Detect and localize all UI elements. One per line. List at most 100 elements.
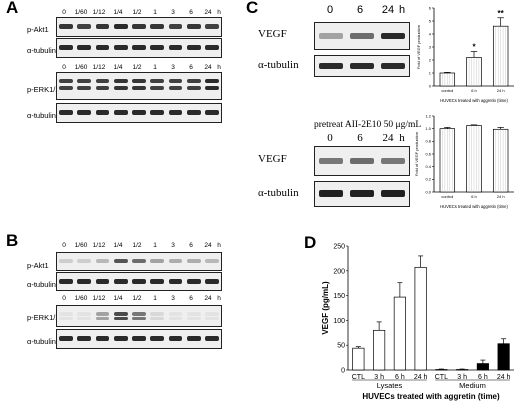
panel-c-bottom-chart: 0.0 0.2 0.4 0.6 0.8 1.0 1.2 Fold of VEGF produc… (414, 113, 514, 209)
blot-band (318, 190, 343, 197)
blot-band (77, 317, 92, 320)
panel-c-row-label-tubulin-top: α-tubulin (258, 59, 299, 71)
blot-band (381, 190, 406, 197)
lane-label: 24 (382, 132, 394, 144)
blot-band (186, 279, 201, 284)
blot-band (186, 45, 201, 50)
lane-label: 1/12 (92, 64, 106, 71)
blot-band (113, 79, 128, 83)
blot-band (132, 24, 146, 29)
lane-label: 24 (204, 64, 212, 71)
blot-band (204, 317, 219, 320)
blot-band (204, 86, 219, 90)
bar (456, 369, 469, 371)
blot-band (204, 312, 219, 316)
bar (352, 347, 365, 371)
panel-b-row-label-pakt1: p-Akt1 (27, 261, 49, 270)
blot-band (95, 24, 110, 29)
blot-band (350, 33, 374, 39)
bar (435, 369, 448, 371)
y-tick-label: 1 (429, 70, 432, 75)
blot-band (77, 86, 92, 90)
blot-band (59, 279, 74, 284)
blot-band (59, 45, 74, 50)
lane-label: h (217, 64, 221, 71)
blot-band (59, 110, 74, 115)
blot-band (95, 259, 110, 263)
lane-label: 1/60 (74, 9, 88, 16)
blot-band (168, 336, 183, 341)
lane-label: 24 (381, 4, 395, 16)
panel-a-row-label-perk: p-ERK1/2 (27, 85, 60, 94)
lane-label: 1/60 (74, 242, 88, 249)
panel-a-blot-tubulin-1 (56, 38, 222, 58)
lane-label: 1/4 (113, 9, 123, 16)
panel-b-row-label-perk: p-ERK1/2 (27, 313, 60, 322)
lane-label: 24 (204, 242, 212, 249)
y-axis-label: Fold of VEGF production (414, 132, 419, 176)
lane-label: h (217, 242, 221, 249)
lane-label: h (217, 295, 221, 302)
lane-label: 1/60 (74, 64, 88, 71)
blot-band (95, 312, 110, 316)
panel-d-letter: D (304, 233, 317, 252)
y-tick-label: 250 (333, 243, 345, 250)
blot-band (168, 312, 183, 316)
x-tick-label: control (441, 88, 453, 93)
blot-band (113, 279, 128, 284)
lane-label: 0 (62, 64, 66, 71)
blot-band (150, 86, 165, 90)
blot-band (204, 79, 219, 83)
blot-band (59, 86, 74, 90)
y-tick-label: 50 (337, 343, 345, 350)
blot-band (318, 63, 343, 69)
y-tick-label: 0.6 (425, 151, 431, 156)
blot-band (186, 312, 201, 316)
blot-band (113, 259, 128, 263)
blot-band (350, 63, 374, 69)
lane-label: 1/2 (132, 242, 142, 249)
blot-band (350, 190, 374, 197)
blot-band (77, 79, 92, 83)
blot-band (59, 336, 74, 341)
y-tick-label: 3 (429, 44, 432, 49)
blot-band (150, 259, 165, 263)
y-axis-label: Fold of VEGF production (416, 25, 421, 69)
panel-c-row-label-tubulin-bottom: α-tubulin (258, 187, 299, 199)
lane-label: 1/4 (113, 64, 123, 71)
panel-a-row-label-tubulin-1: α-tubulin (27, 46, 56, 55)
blot-band (150, 279, 165, 284)
blot-band (168, 24, 183, 29)
lane-label: 6 (189, 295, 193, 302)
blot-band (381, 158, 406, 164)
y-tick-label: 0.4 (425, 164, 431, 169)
lane-label: 3 (171, 64, 175, 71)
panel-a-blot-pakt1 (56, 17, 222, 37)
blot-band (113, 336, 128, 341)
blot-band (186, 79, 201, 83)
blot-band (113, 86, 128, 90)
blot-band (204, 24, 219, 29)
lane-label: 1/4 (113, 242, 123, 249)
blot-band (186, 317, 201, 320)
blot-band (168, 86, 183, 90)
blot-band (59, 24, 74, 29)
blot-band (132, 110, 146, 115)
panel-c-blot-tubulin-bottom (314, 181, 410, 207)
x-tick-label: 6 h (471, 88, 477, 93)
y-axis-label: VEGF (pg/mL) (321, 281, 330, 335)
lane-label: 1/12 (92, 242, 106, 249)
panel-c-letter: C (246, 0, 259, 17)
lane-label: 3 (171, 9, 175, 16)
blot-band (150, 24, 165, 29)
bar (393, 296, 406, 371)
panel-b-blot-perk (56, 305, 222, 327)
blot-band (168, 79, 183, 83)
blot-band (150, 110, 165, 115)
blot-band (168, 45, 183, 50)
lane-label: 1/4 (113, 295, 123, 302)
lane-label: 1/12 (92, 295, 106, 302)
x-tick-label: 24 h (497, 194, 505, 199)
blot-band (77, 110, 92, 115)
y-tick-label: 100 (333, 318, 345, 325)
